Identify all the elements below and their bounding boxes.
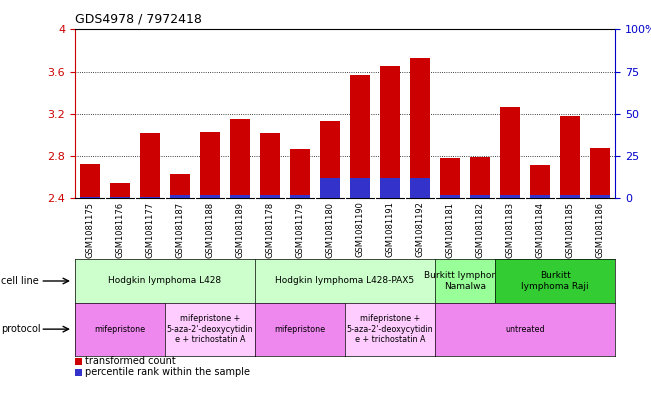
Text: Hodgkin lymphoma L428-PAX5: Hodgkin lymphoma L428-PAX5: [275, 277, 415, 285]
Bar: [471, 157, 490, 198]
Text: GSM1081191: GSM1081191: [385, 202, 395, 257]
Bar: [140, 197, 159, 198]
Text: mifepristone +
5-aza-2'-deoxycytidin
e + trichostatin A: mifepristone + 5-aza-2'-deoxycytidin e +…: [167, 314, 253, 344]
Bar: [440, 195, 460, 198]
Text: mifepristone +
5-aza-2'-deoxycytidin
e + trichostatin A: mifepristone + 5-aza-2'-deoxycytidin e +…: [347, 314, 434, 344]
Text: percentile rank within the sample: percentile rank within the sample: [85, 367, 250, 377]
Text: GSM1081183: GSM1081183: [506, 202, 515, 258]
Text: Hodgkin lymphoma L428: Hodgkin lymphoma L428: [108, 277, 221, 285]
Bar: [501, 195, 520, 198]
Bar: [110, 197, 130, 198]
Text: GSM1081190: GSM1081190: [355, 202, 365, 257]
Bar: [170, 174, 189, 198]
Text: GSM1081189: GSM1081189: [236, 202, 245, 257]
Bar: [590, 195, 610, 198]
Text: Burkitt lymphoma
Namalwa: Burkitt lymphoma Namalwa: [424, 271, 506, 291]
Text: GSM1081178: GSM1081178: [266, 202, 275, 258]
Text: mifepristone: mifepristone: [94, 325, 145, 334]
Bar: [350, 178, 370, 198]
Bar: [80, 163, 100, 198]
Bar: [290, 195, 310, 198]
Text: GSM1081184: GSM1081184: [536, 202, 545, 257]
Text: GSM1081188: GSM1081188: [206, 202, 214, 258]
Text: transformed count: transformed count: [85, 356, 176, 366]
Text: untreated: untreated: [505, 325, 545, 334]
Bar: [230, 119, 250, 198]
Bar: [440, 158, 460, 198]
Text: GSM1081180: GSM1081180: [326, 202, 335, 257]
Text: mifepristone: mifepristone: [275, 325, 326, 334]
Text: cell line: cell line: [1, 276, 39, 286]
Bar: [320, 121, 340, 198]
Bar: [110, 183, 130, 198]
Text: GSM1081181: GSM1081181: [445, 202, 454, 257]
Text: GSM1081175: GSM1081175: [85, 202, 94, 257]
Bar: [320, 178, 340, 198]
Bar: [561, 116, 580, 198]
Bar: [501, 107, 520, 198]
Bar: [80, 197, 100, 198]
Bar: [201, 132, 219, 198]
Text: GSM1081186: GSM1081186: [596, 202, 605, 258]
Bar: [410, 178, 430, 198]
Bar: [260, 133, 280, 198]
Text: GSM1081187: GSM1081187: [175, 202, 184, 258]
Bar: [380, 178, 400, 198]
Text: GSM1081176: GSM1081176: [115, 202, 124, 258]
Bar: [531, 195, 550, 198]
Bar: [290, 149, 310, 198]
Bar: [260, 195, 280, 198]
Bar: [201, 195, 219, 198]
Text: GSM1081192: GSM1081192: [415, 202, 424, 257]
Text: GSM1081177: GSM1081177: [145, 202, 154, 258]
Text: GSM1081185: GSM1081185: [566, 202, 575, 257]
Bar: [140, 133, 159, 198]
Bar: [380, 66, 400, 198]
Text: protocol: protocol: [1, 324, 41, 334]
Bar: [230, 195, 250, 198]
Bar: [410, 58, 430, 198]
Text: GSM1081179: GSM1081179: [296, 202, 305, 257]
Bar: [531, 165, 550, 198]
Text: Burkitt
lymphoma Raji: Burkitt lymphoma Raji: [521, 271, 589, 291]
Bar: [350, 75, 370, 198]
Bar: [471, 195, 490, 198]
Bar: [590, 148, 610, 198]
Text: GSM1081182: GSM1081182: [476, 202, 484, 257]
Bar: [170, 195, 189, 198]
Bar: [561, 195, 580, 198]
Text: GDS4978 / 7972418: GDS4978 / 7972418: [75, 13, 202, 26]
